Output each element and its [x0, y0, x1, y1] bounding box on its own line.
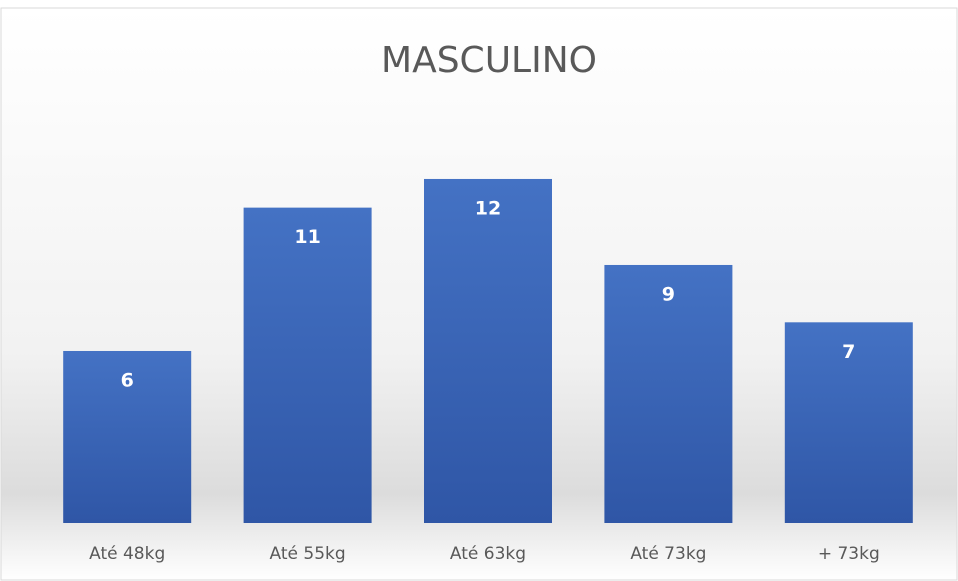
bar: [63, 350, 192, 523]
bar: [604, 264, 733, 523]
x-tick-label: Até 55kg: [270, 544, 346, 564]
x-tick-label: Até 63kg: [450, 544, 526, 564]
bar: [784, 322, 913, 523]
data-label: 9: [662, 283, 675, 305]
x-tick-label: Até 48kg: [89, 544, 165, 564]
chart-title: MASCULINO: [381, 40, 597, 81]
bar: [424, 178, 552, 523]
x-tick-label: Até 73kg: [630, 544, 706, 564]
x-tick-label: + 73kg: [818, 544, 880, 564]
bar: [243, 207, 372, 523]
data-label: 12: [475, 197, 501, 219]
data-label: 7: [842, 341, 855, 363]
data-label: 11: [294, 226, 320, 248]
data-label: 6: [121, 369, 134, 391]
